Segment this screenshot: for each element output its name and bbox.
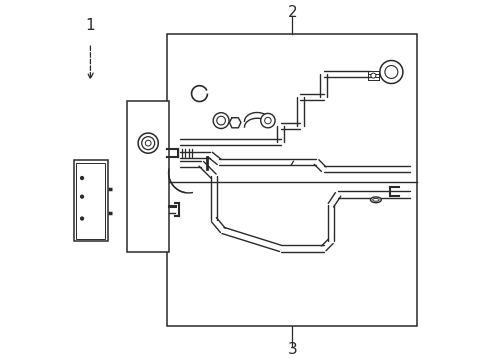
Circle shape xyxy=(379,60,402,84)
Ellipse shape xyxy=(372,198,378,201)
Ellipse shape xyxy=(370,197,381,203)
Circle shape xyxy=(260,113,275,128)
Circle shape xyxy=(81,195,83,198)
Circle shape xyxy=(81,177,83,180)
Text: 1: 1 xyxy=(85,18,95,33)
Bar xyxy=(76,163,105,239)
Circle shape xyxy=(81,217,83,220)
Bar xyxy=(73,160,107,241)
Text: 3: 3 xyxy=(287,342,297,357)
Circle shape xyxy=(142,137,154,150)
Circle shape xyxy=(384,66,397,78)
Circle shape xyxy=(213,113,228,129)
Text: 2: 2 xyxy=(287,5,296,20)
Circle shape xyxy=(216,116,225,125)
Circle shape xyxy=(138,133,158,153)
Bar xyxy=(127,101,168,252)
Circle shape xyxy=(145,140,151,146)
Circle shape xyxy=(264,117,270,124)
Circle shape xyxy=(370,73,375,78)
Bar xyxy=(167,34,416,326)
